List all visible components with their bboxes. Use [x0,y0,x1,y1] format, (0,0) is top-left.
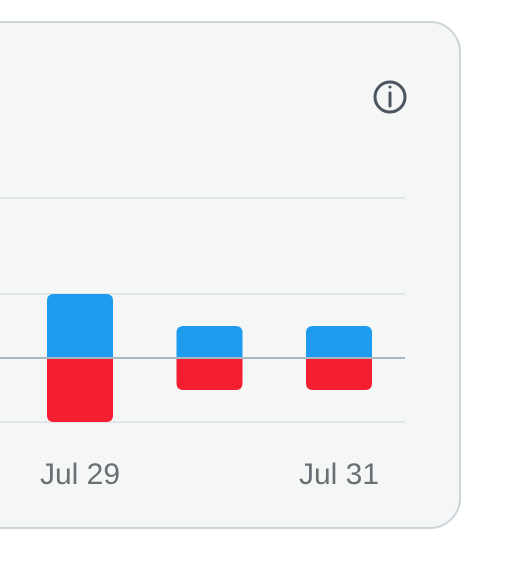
bar [176,358,243,390]
bar [176,326,243,358]
bar [306,326,372,358]
bar [47,358,113,422]
bar [306,358,372,390]
info-circle [373,80,407,114]
x-tick-label: Jul 31 [299,458,379,491]
bar [47,294,113,358]
info-icon[interactable] [373,80,407,114]
x-tick-label: Jul 29 [40,458,120,491]
info-dot [388,85,392,89]
card [0,21,461,529]
